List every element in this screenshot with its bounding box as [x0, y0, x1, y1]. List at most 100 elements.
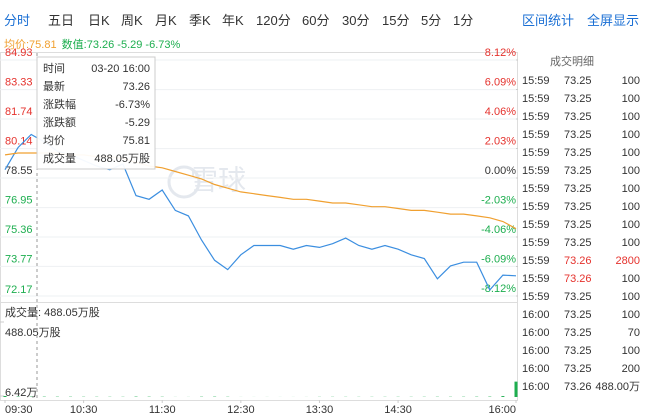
tab[interactable]: 120分 [256, 13, 291, 28]
trade-time: 16:00 [522, 327, 550, 339]
action-link[interactable]: 区间统计 [522, 13, 575, 28]
trade-price: 73.26 [564, 273, 592, 285]
trade-volume: 100 [621, 309, 640, 321]
x-tick-label: 09:30 [5, 404, 33, 416]
trade-price: 73.25 [564, 165, 592, 177]
tab[interactable]: 五日 [48, 13, 75, 28]
tooltip-value: 75.81 [122, 135, 150, 147]
trade-volume: 100 [621, 273, 640, 285]
trade-time: 15:59 [522, 111, 550, 123]
trade-volume: 100 [621, 147, 640, 159]
y-tick-label: 81.74 [5, 106, 33, 118]
tooltip-key: 涨跌额 [43, 115, 76, 129]
tab[interactable]: 15分 [382, 13, 410, 28]
trade-row: 15:59 73.25 100 [520, 126, 648, 144]
trade-volume: 100 [621, 93, 640, 105]
volume-tick-label: 488.05万股 [5, 326, 61, 339]
tab[interactable]: 30分 [342, 13, 370, 28]
trade-row: 16:00 73.25 200 [520, 360, 648, 378]
trade-time: 15:59 [522, 273, 550, 285]
trade-volume: 100 [621, 111, 640, 123]
trade-volume: 100 [621, 219, 640, 231]
trade-price: 73.25 [564, 111, 592, 123]
y-tick-label: 76.95 [5, 195, 33, 207]
trade-price: 73.25 [564, 237, 592, 249]
tooltip-key: 时间 [43, 62, 65, 75]
value-info: 数值:73.26 -5.29 -6.73% [61, 39, 181, 51]
trade-row: 15:59 73.26 100 [520, 270, 648, 288]
tooltip-key: 均价 [43, 134, 65, 147]
trade-price: 73.25 [564, 309, 592, 321]
y-tick-label: 78.55 [5, 165, 33, 177]
trade-price: 73.25 [564, 363, 592, 375]
tab[interactable]: 分时 [4, 13, 31, 28]
trade-row: 15:59 73.25 100 [520, 234, 648, 252]
y2-tick-label: 8.12% [485, 47, 516, 59]
trade-time: 15:59 [522, 147, 550, 159]
trade-price: 73.25 [564, 183, 592, 195]
trade-volume: 488.00万 [595, 381, 640, 393]
chart-frame [0, 52, 518, 401]
y-tick-label: 83.33 [5, 77, 33, 89]
trade-volume: 100 [621, 165, 640, 177]
tab-bar: 分时 五日 日K 周K 月K 季K 年K 120分 60分 30分 15分 5分 1分 区间统计 全屏显示 [0, 0, 652, 36]
y2-tick-label: 2.03% [485, 136, 516, 148]
trade-volume: 100 [621, 75, 640, 87]
volume-bar [501, 396, 505, 397]
trade-price: 73.25 [564, 219, 592, 231]
tooltip-value: 03-20 16:00 [91, 63, 150, 75]
volume-bar [514, 381, 518, 397]
trades-panel: 成交明细 15:59 73.25 100 15:59 73.25 100 15:59 73.2… [520, 52, 648, 396]
tab[interactable]: 5分 [421, 13, 442, 28]
tab[interactable]: 60分 [302, 13, 330, 28]
trade-row: 15:59 73.25 100 [520, 72, 648, 90]
tab[interactable]: 1分 [453, 13, 474, 28]
trade-time: 15:59 [522, 129, 550, 141]
trade-time: 15:59 [522, 255, 550, 267]
trade-price: 73.25 [564, 201, 592, 213]
x-tick-label: 12:30 [227, 404, 255, 416]
trade-row: 15:59 73.25 100 [520, 90, 648, 108]
trade-row: 16:00 73.26 488.00万 [520, 378, 648, 396]
tab[interactable]: 年K [222, 13, 244, 28]
trade-row: 15:59 73.25 100 [520, 216, 648, 234]
tab[interactable]: 周K [121, 13, 143, 28]
trade-time: 15:59 [522, 183, 550, 195]
y2-tick-label: -8.12% [481, 283, 516, 295]
tooltip-value: -5.29 [125, 117, 150, 129]
tooltip-key: 涨跌幅 [43, 97, 76, 111]
trade-volume: 100 [621, 183, 640, 195]
action-link[interactable]: 全屏显示 [587, 13, 640, 28]
trade-row: 15:59 73.25 100 [520, 180, 648, 198]
trade-row: 15:59 73.26 2800 [520, 252, 648, 270]
x-tick-label: 16:00 [488, 404, 516, 416]
trade-price: 73.26 [564, 255, 592, 267]
trade-time: 15:59 [522, 165, 550, 177]
volume-bar [3, 396, 7, 397]
y2-tick-label: 0.00% [485, 165, 516, 177]
y-tick-label: 72.17 [5, 284, 33, 296]
volume-title: 成交量: 488.05万股 [5, 305, 100, 319]
volume-tick-label: 6.42万 [5, 387, 37, 399]
tab[interactable]: 月K [155, 13, 177, 28]
y2-tick-label: -6.09% [481, 254, 516, 266]
x-tick-label: 10:30 [70, 404, 98, 416]
info-line: 均价:75.81 数值:73.26 -5.29 -6.73% [4, 36, 180, 52]
y2-tick-label: -2.03% [481, 195, 516, 207]
trade-price: 73.25 [564, 75, 592, 87]
y2-tick-label: 6.09% [485, 77, 516, 89]
trade-price: 73.25 [564, 345, 592, 357]
trade-time: 16:00 [522, 309, 550, 321]
x-tick-label: 11:30 [149, 404, 176, 416]
y2-tick-label: 4.06% [485, 106, 516, 118]
chart: 雪球 72.1773.7775.3676.9578.5580.1481.7483… [0, 47, 518, 416]
x-tick-label: 13:30 [306, 404, 334, 416]
trade-volume: 200 [621, 363, 640, 375]
tab[interactable]: 季K [189, 13, 211, 28]
trade-row: 16:00 73.25 100 [520, 342, 648, 360]
tab[interactable]: 日K [88, 13, 110, 28]
trade-time: 16:00 [522, 345, 550, 357]
watermark-logo [167, 165, 201, 199]
trade-volume: 100 [621, 201, 640, 213]
y-tick-label: 75.36 [5, 224, 33, 236]
